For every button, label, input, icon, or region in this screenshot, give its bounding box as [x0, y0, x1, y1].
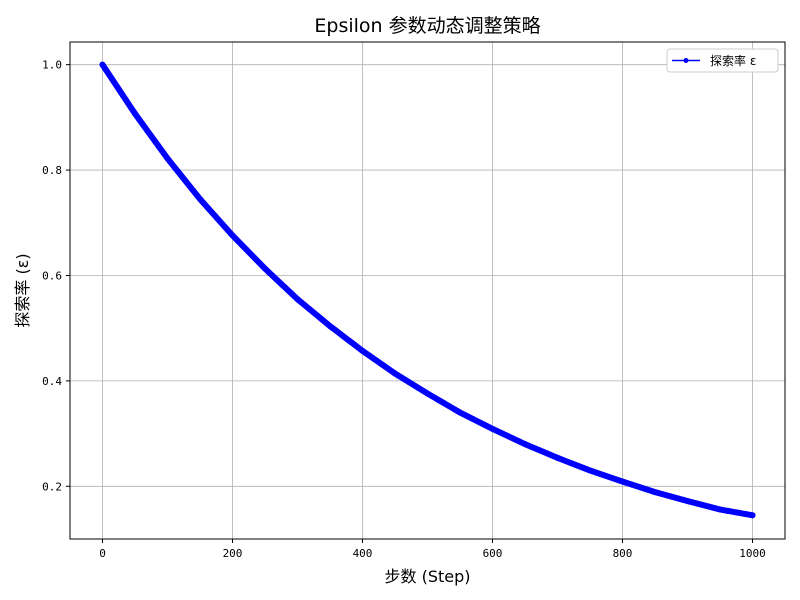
legend-label: 探索率 ε: [710, 53, 756, 68]
data-point: [229, 232, 236, 239]
data-point: [652, 489, 658, 496]
data-point: [262, 265, 268, 272]
plot-frame: [69, 41, 786, 540]
x-tick-label: 200: [223, 547, 243, 560]
y-axis-label: 探索率 (ε): [13, 253, 32, 327]
data-point: [424, 390, 431, 397]
series-line: [101, 64, 753, 517]
data-point: [164, 155, 171, 162]
data-point: [132, 110, 138, 117]
data-point: [749, 512, 756, 519]
data-point: [619, 478, 626, 485]
y-tick-label: 0.8: [42, 164, 62, 177]
data-point: [99, 61, 106, 68]
legend-box: [666, 48, 779, 73]
chart-title: Epsilon 参数动态调整策略: [314, 15, 540, 37]
x-tick-label: 600: [483, 547, 503, 560]
grid: [70, 42, 785, 539]
series-band: [99, 61, 756, 519]
data-point: [327, 323, 333, 330]
x-tick-label: 800: [613, 547, 633, 560]
ticks: 0 200 400 600 800 1000 0.2 0.4 0.6 0.8 1.0: [42, 59, 766, 560]
x-tick-label: 400: [353, 547, 373, 560]
data-point: [489, 425, 496, 432]
legend-marker: [683, 58, 689, 63]
data-point: [554, 454, 561, 461]
data-point: [294, 296, 301, 303]
legend: 探索率 ε: [666, 48, 779, 73]
series-layer: [99, 61, 756, 519]
x-axis-label: 步数 (Step): [384, 567, 470, 586]
data-point: [457, 409, 463, 416]
data-point: [587, 467, 593, 474]
y-tick-label: 0.2: [42, 480, 62, 493]
data-point: [197, 196, 203, 203]
y-tick-label: 0.6: [42, 269, 62, 282]
data-point: [522, 441, 528, 448]
data-point: [392, 370, 398, 377]
data-point: [684, 498, 691, 505]
data-point: [717, 506, 723, 513]
x-tick-label: 0: [99, 547, 106, 560]
data-point: [359, 347, 366, 354]
y-tick-label: 0.4: [42, 375, 62, 388]
y-tick-label: 1.0: [42, 59, 62, 72]
x-tick-label: 1000: [739, 547, 766, 560]
